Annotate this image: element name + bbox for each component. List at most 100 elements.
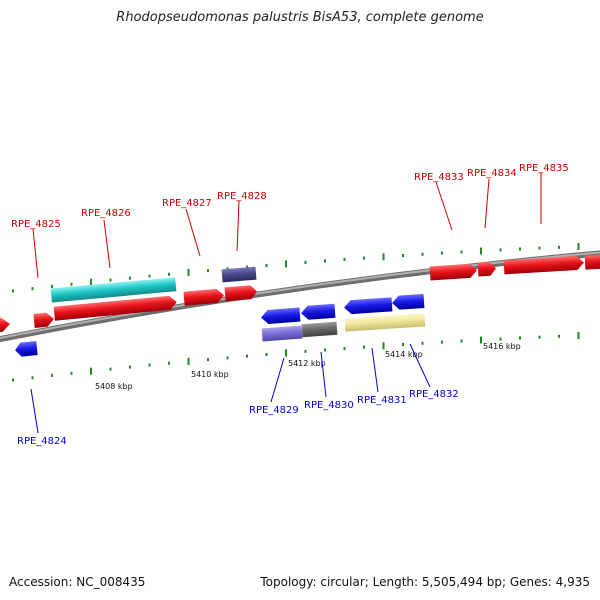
- forward-tick-12: [246, 265, 248, 269]
- label-rpe-4829[interactable]: RPE_4829: [249, 405, 299, 416]
- accession-text: Accession: NC_008435: [9, 575, 146, 589]
- forward-scale-ticks: [12, 243, 580, 293]
- forward-tick-14: [285, 260, 287, 268]
- gene-rpe-4830-feature[interactable]: [301, 321, 338, 338]
- gene-rpe-4831[interactable]: [344, 297, 393, 315]
- scale-label-5414: 5414 kbp: [385, 350, 423, 359]
- topology-text: Topology: circular; Length: 5,505,494 bp…: [260, 575, 590, 589]
- gene-right-fragment[interactable]: [584, 254, 600, 270]
- reverse-tick-3: [70, 371, 73, 375]
- reverse-tick-0: [12, 378, 14, 382]
- forward-tick-20: [402, 254, 404, 257]
- reverse-tick-25: [499, 337, 502, 341]
- gene-rpe-4831-feature[interactable]: [344, 313, 426, 332]
- reverse-tick-24: [480, 336, 482, 344]
- reverse-tick-8: [168, 361, 170, 365]
- label-rpe-4835[interactable]: RPE_4835: [519, 163, 569, 174]
- forward-tick-26: [519, 247, 521, 251]
- label-rpe-4824[interactable]: RPE_4824: [17, 436, 67, 447]
- gene-rpe-4828[interactable]: [224, 285, 257, 302]
- reverse-tick-29: [577, 332, 580, 339]
- scale-label-5408: 5408 kbp: [95, 382, 133, 391]
- reverse-tick-1: [31, 376, 34, 380]
- forward-tick-4: [90, 278, 92, 286]
- gene-rpe-4828-feature[interactable]: [221, 266, 257, 283]
- forward-tick-2: [51, 284, 53, 288]
- forward-tick-8: [168, 272, 170, 276]
- reverse-tick-10: [207, 358, 209, 362]
- reverse-tick-5: [109, 367, 112, 371]
- label-rpe-4826[interactable]: RPE_4826: [81, 208, 131, 219]
- reverse-tick-15: [304, 349, 307, 353]
- label-rpe-4828[interactable]: RPE_4828: [217, 191, 267, 202]
- forward-tick-23: [460, 250, 463, 254]
- forward-tick-15: [304, 260, 307, 264]
- reverse-tick-13: [265, 353, 268, 356]
- label-rpe-4830[interactable]: RPE_4830: [304, 400, 354, 411]
- forward-tick-13: [265, 264, 268, 267]
- gene-rpe-4834[interactable]: [477, 261, 497, 277]
- gene-rpe-4830[interactable]: [301, 303, 336, 321]
- reverse-tick-22: [441, 340, 443, 344]
- gene-leader-lines: [30, 173, 542, 434]
- reverse-tick-27: [538, 335, 541, 339]
- gene-rpe-4832[interactable]: [392, 293, 425, 310]
- label-rpe-4833[interactable]: RPE_4833: [414, 172, 464, 183]
- gene-4824-left-fragment[interactable]: [0, 317, 11, 333]
- label-rpe-4827[interactable]: RPE_4827: [162, 198, 212, 209]
- forward-tick-28: [558, 245, 560, 249]
- reverse-tick-12: [246, 354, 248, 358]
- reverse-tick-7: [148, 363, 151, 367]
- forward-tick-11: [226, 267, 229, 271]
- reverse-tick-6: [129, 365, 131, 369]
- label-rpe-4825[interactable]: RPE_4825: [11, 219, 61, 230]
- reverse-tick-9: [187, 357, 190, 365]
- gene-rpe-4835[interactable]: [503, 256, 585, 275]
- gene-rpe-4827[interactable]: [183, 288, 224, 306]
- forward-tick-5: [109, 278, 112, 282]
- forward-tick-6: [129, 276, 131, 280]
- forward-tick-24: [480, 247, 482, 255]
- reverse-tick-11: [226, 356, 229, 360]
- scale-label-5416: 5416 kbp: [483, 342, 521, 351]
- forward-tick-22: [441, 251, 443, 255]
- forward-tick-17: [343, 258, 346, 261]
- forward-tick-18: [363, 256, 365, 260]
- gene-rpe-4824[interactable]: [14, 341, 38, 357]
- gene-rpe-4829-feature[interactable]: [261, 325, 303, 342]
- label-rpe-4832[interactable]: RPE_4832: [409, 389, 459, 400]
- reverse-tick-17: [343, 347, 346, 350]
- label-rpe-4831[interactable]: RPE_4831: [357, 395, 407, 406]
- forward-tick-27: [538, 246, 541, 250]
- reverse-tick-28: [558, 334, 560, 338]
- reverse-scale-ticks: [12, 332, 580, 382]
- gene-rpe-4826[interactable]: [53, 295, 178, 321]
- forward-tick-21: [421, 252, 424, 256]
- forward-tick-3: [70, 282, 73, 286]
- reverse-tick-2: [51, 373, 53, 377]
- reverse-tick-19: [382, 342, 385, 350]
- forward-tick-29: [577, 243, 580, 250]
- forward-tick-25: [499, 248, 502, 252]
- forward-tick-10: [207, 269, 209, 273]
- reverse-tick-14: [285, 349, 287, 357]
- label-rpe-4834[interactable]: RPE_4834: [467, 168, 517, 179]
- reverse-tick-21: [421, 341, 424, 345]
- reverse-tick-18: [363, 345, 365, 349]
- forward-tick-16: [324, 259, 326, 263]
- forward-tick-9: [187, 268, 190, 276]
- genome-title: Rhodopseudomonas palustris BisA53, compl…: [116, 10, 484, 25]
- reverse-tick-16: [324, 348, 326, 352]
- reverse-tick-20: [402, 343, 404, 346]
- forward-tick-1: [31, 287, 34, 291]
- reverse-tick-26: [519, 336, 521, 340]
- reverse-tick-4: [90, 367, 92, 375]
- forward-tick-0: [12, 289, 14, 293]
- scale-label-5412: 5412 kbp: [288, 359, 326, 368]
- gene-rpe-4826-feature[interactable]: [50, 277, 177, 303]
- gene-rpe-4825[interactable]: [33, 312, 54, 328]
- scale-label-5410: 5410 kbp: [191, 370, 229, 379]
- gene-rpe-4829[interactable]: [261, 307, 301, 325]
- gene-rpe-4833[interactable]: [429, 263, 478, 281]
